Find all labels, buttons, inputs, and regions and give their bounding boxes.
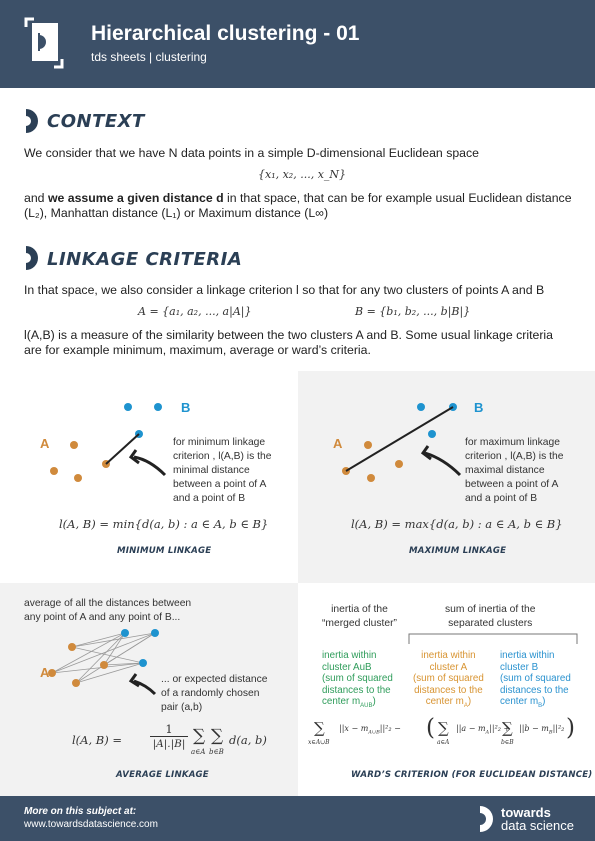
point-b (417, 403, 425, 411)
ward-orange-note: inertia within cluster A (sum of squared di… (413, 650, 484, 712)
point-a (367, 474, 375, 482)
tds-logo-icon (478, 806, 494, 832)
point-a (68, 643, 76, 651)
dataset-formula: {x₁, x₂, ..., x_N} (258, 168, 346, 181)
point-a (50, 467, 58, 475)
linkage-line-2: l(A,B) is a measure of the similarity be… (24, 328, 553, 343)
ward-separated-heading: sum of inertia of the separated clusters (445, 603, 535, 631)
context-line-2: and we assume a given distance d in that… (24, 191, 572, 206)
point-a (70, 441, 78, 449)
cluster-b-label: B (181, 400, 190, 415)
linkage-line-1: In that space, we also consider a linkag… (24, 283, 544, 298)
ward-bracket (408, 633, 580, 645)
point-a (74, 474, 82, 482)
arrow-icon (134, 457, 165, 475)
max-linkage-formula: l(A, B) = max{d(a, b) : a ∈ A, b ∈ B} (351, 517, 563, 531)
cluster-b-label: B (474, 400, 483, 415)
point-b (154, 403, 162, 411)
set-b-formula: B = {b₁, b₂, ..., b|B|} (355, 305, 470, 318)
min-linkage-caption: MINIMUM LINKAGE (117, 546, 211, 556)
context-line-1: We consider that we have N data points i… (24, 146, 479, 161)
cluster-a-label: A (40, 436, 49, 451)
ward-caption: WARD’S CRITERION (FOR EUCLIDEAN DISTANCE… (351, 770, 592, 780)
ward-merged-heading: inertia of the “merged cluster” (322, 603, 397, 631)
point-a (395, 460, 403, 468)
page-title: Hierarchical clustering - 01 (91, 22, 359, 46)
ward-formula: ∑ x∈A∪B ||x − mA∪B||²₂ − ( ∑ a∈A ||a − m… (308, 719, 590, 753)
point-a (364, 441, 372, 449)
avg-linkage-side-note: ... or expected distance of a randomly ch… (161, 673, 267, 715)
min-linkage-note: for minimum linkage criterion , l(A,B) is… (173, 436, 271, 506)
footer-brand: towards data science (501, 806, 574, 832)
max-linkage-note: for maximum linkage criterion , l(A,B) is… (465, 436, 563, 506)
point-b (139, 659, 147, 667)
point-b (124, 403, 132, 411)
page-subtitle: tds sheets | clustering (91, 50, 207, 64)
section-heading-linkage: LINKAGE CRITERIA (47, 249, 242, 270)
ward-blue-note: inertia within cluster B (sum of squared di… (500, 650, 571, 712)
cluster-a-label: A (40, 665, 49, 680)
max-linkage-caption: MAXIMUM LINKAGE (409, 546, 506, 556)
pairwise-distance-lines (52, 633, 155, 683)
footer-more-label: More on this subject at: (24, 806, 136, 817)
cluster-a-label: A (333, 436, 342, 451)
arrow-icon (425, 453, 460, 475)
point-b (151, 629, 159, 637)
arrow-icon (134, 681, 155, 694)
section-heading-context: CONTEXT (47, 111, 145, 132)
min-linkage-formula: l(A, B) = min{d(a, b) : a ∈ A, b ∈ B} (59, 517, 268, 531)
point-b (428, 430, 436, 438)
linkage-line-3: are for example minimum, maximum, averag… (24, 343, 371, 358)
context-line-3: (L₂), Manhattan distance (L₁) or Maximum… (24, 206, 328, 221)
sheet-logo-icon (24, 17, 64, 69)
section-bullet-icon (24, 246, 38, 270)
avg-linkage-caption: AVERAGE LINKAGE (116, 770, 209, 780)
point-b (121, 629, 129, 637)
ward-green-note: inertia within cluster AuB (sum of squared… (322, 650, 393, 712)
point-a (72, 679, 80, 687)
set-a-formula: A = {a₁, a₂, ..., a|A|} (138, 305, 251, 318)
section-bullet-icon (24, 109, 38, 133)
point-a (100, 661, 108, 669)
footer-url-link[interactable]: www.towardsdatascience.com (24, 819, 158, 830)
